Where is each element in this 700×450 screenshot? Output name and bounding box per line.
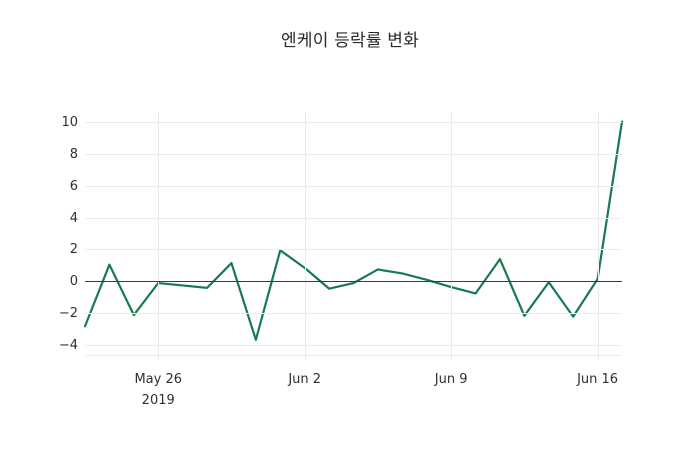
x-axis-tickmark: [451, 355, 453, 360]
y-axis: 10 8 6 4 2 0 −2 −4: [42, 112, 78, 355]
x-axis-tick-label-primary: May 26: [134, 372, 182, 387]
gridline-horizontal: [85, 217, 622, 219]
y-axis-tick-label: 6: [69, 178, 78, 194]
x-axis-tick-label: Jun 2: [288, 372, 321, 387]
chart-title: 엔케이 등락률 변화: [281, 31, 419, 51]
x-axis-tickmark: [597, 355, 599, 360]
line-series-svg: [83, 120, 624, 341]
y-axis-tick-label: 10: [61, 114, 78, 130]
zero-reference-line: [85, 281, 622, 283]
y-axis-tick-label: 4: [69, 210, 78, 226]
y-axis-tick-label: 2: [69, 242, 78, 258]
x-axis-tick-label-year: 2019: [141, 393, 175, 408]
x-axis-tick-label: Jun 16: [577, 372, 618, 387]
gridline-horizontal: [85, 249, 622, 251]
x-axis: May 26 2019 Jun 2 Jun 9 Jun 16: [0, 355, 700, 415]
gridline-horizontal: [85, 185, 622, 187]
axis-baseline: [85, 355, 622, 356]
x-axis-tick-label-primary: Jun 16: [577, 372, 619, 387]
y-axis-tick-label: −4: [58, 338, 78, 354]
x-axis-tick-label: May 26 2019: [134, 372, 182, 408]
x-axis-tickmark: [158, 355, 160, 360]
gridline-vertical: [597, 112, 599, 355]
x-axis-tickmark: [304, 355, 306, 360]
plot-area: [83, 112, 624, 356]
x-axis-tick-label-primary: Jun 9: [434, 372, 468, 387]
y-axis-tick-label: −2: [58, 306, 78, 322]
y-axis-tick-label: 8: [69, 146, 78, 162]
gridline-vertical: [304, 112, 306, 355]
gridline-horizontal: [85, 345, 622, 347]
line-series-nk-change-rate: [83, 120, 624, 341]
gridline-vertical: [158, 112, 160, 355]
gridline-horizontal: [85, 153, 622, 155]
gridline-vertical: [451, 112, 453, 355]
gridline-horizontal: [85, 121, 622, 123]
gridline-horizontal: [85, 313, 622, 315]
x-axis-tick-label: Jun 9: [435, 372, 468, 387]
x-axis-tick-label-primary: Jun 2: [288, 372, 322, 387]
y-axis-tick-label: 0: [69, 274, 78, 290]
